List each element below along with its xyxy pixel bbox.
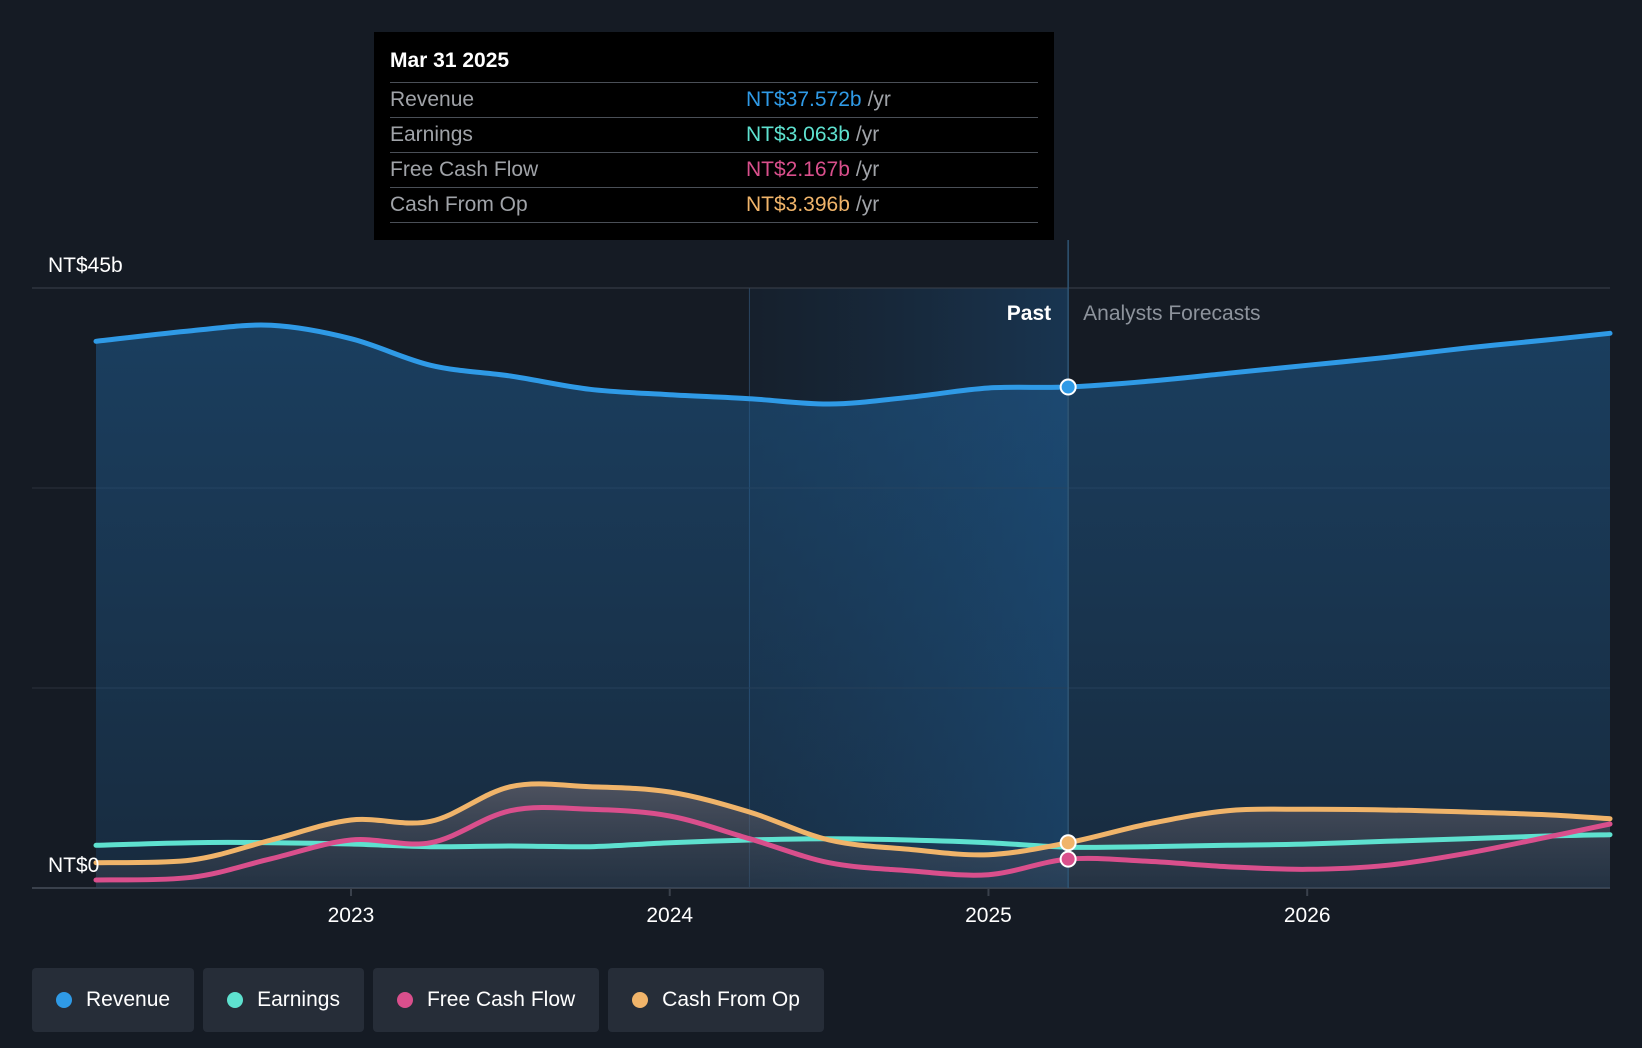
tooltip-unit: /yr (855, 193, 880, 216)
tooltip-value: NT$3.396b (746, 193, 850, 216)
legend-label: Cash From Op (662, 988, 800, 1011)
x-tick-label: 2024 (646, 904, 693, 927)
legend-dot-icon (632, 992, 649, 1008)
cash-from-op-line (93, 781, 1613, 866)
tooltip-label: Earnings (390, 123, 473, 146)
cash-from-op-marker (1059, 834, 1077, 852)
legend-dot-icon (56, 992, 72, 1008)
legend-item-earnings[interactable]: Earnings (203, 968, 364, 1032)
tooltip-date: Mar 31 2025 (390, 49, 510, 72)
tooltip-value: NT$2.167b (746, 158, 850, 181)
revenue-marker (1059, 378, 1077, 396)
past-label: Past (1007, 302, 1051, 325)
tooltip-label: Free Cash Flow (390, 158, 539, 181)
tooltip-value: NT$37.572b (746, 88, 862, 111)
tooltip-label: Revenue (390, 88, 475, 111)
tooltip-row-earnings: Earnings NT$3.063b /yr (390, 117, 1038, 152)
x-tick-label: 2025 (965, 904, 1012, 927)
revenue-area (96, 325, 1610, 888)
cash-from-op-area (96, 783, 1610, 888)
legend-label: Revenue (86, 988, 171, 1011)
y-axis-zero-label: NT$0 (48, 854, 99, 877)
tooltip-unit: /yr (867, 88, 891, 111)
earnings-line (93, 832, 1613, 850)
legend-item-revenue[interactable]: Revenue (32, 968, 195, 1032)
tooltip: Mar 31 2025 Revenue NT$37.572b /yr Earni… (374, 32, 1054, 240)
free-cash-flow-line (93, 805, 1613, 883)
free-cash-flow-marker (1059, 850, 1077, 868)
legend-dot-icon (227, 992, 244, 1008)
y-axis-top-label: NT$45b (48, 254, 123, 277)
legend-label: Earnings (257, 988, 340, 1011)
tooltip-value: NT$3.063b (746, 123, 850, 146)
legend-item-cash-from-op[interactable]: Cash From Op (608, 968, 824, 1032)
tooltip-unit: /yr (855, 123, 880, 146)
tooltip-label: Cash From Op (390, 193, 528, 216)
tooltip-row-revenue: Revenue NT$37.572b /yr (390, 82, 1038, 117)
tooltip-unit: /yr (855, 158, 880, 181)
forecast-label: Analysts Forecasts (1083, 302, 1260, 325)
legend: Revenue Earnings Free Cash Flow Cash Fro… (32, 968, 824, 1032)
x-tick-label: 2026 (1284, 904, 1331, 927)
legend-dot-icon (396, 992, 413, 1008)
tooltip-row-cash-from-op: Cash From Op NT$3.396b /yr (390, 187, 1038, 223)
legend-label: Free Cash Flow (426, 988, 576, 1011)
x-tick-label: 2023 (328, 904, 375, 927)
legend-item-free-cash-flow[interactable]: Free Cash Flow (372, 968, 600, 1032)
tooltip-row-free-cash-flow: Free Cash Flow NT$2.167b /yr (390, 152, 1038, 187)
revenue-line (93, 322, 1613, 407)
